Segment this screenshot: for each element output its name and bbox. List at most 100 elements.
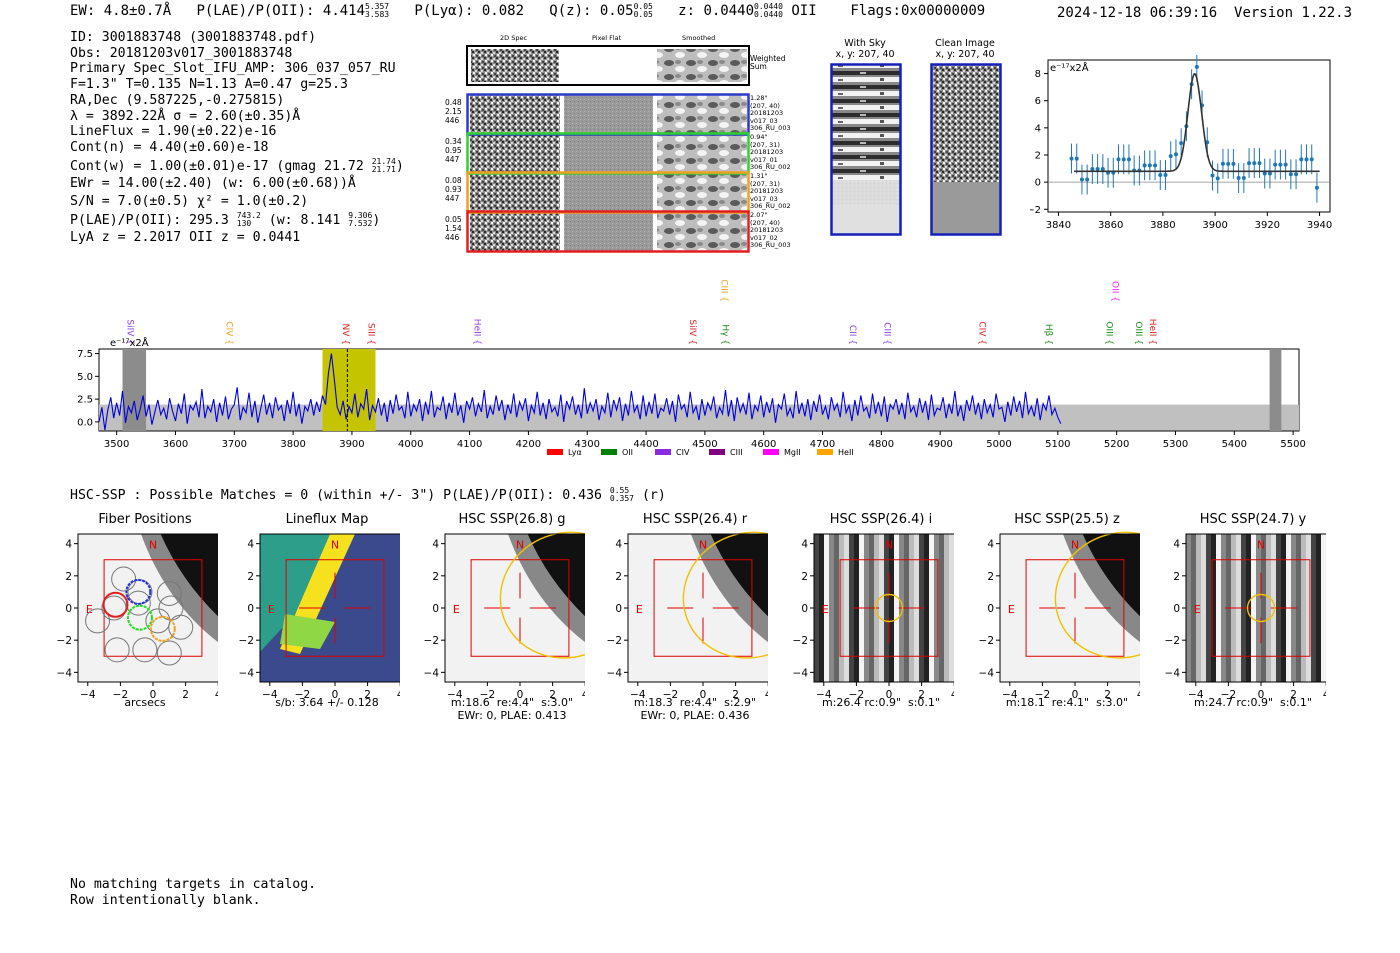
zoom-data-point <box>1163 173 1168 178</box>
wavelength-sigma: λ = 3892.22Å σ = 2.60(±0.35)Å <box>70 108 301 124</box>
cutout-xtick-label: −2 <box>1035 689 1050 701</box>
zoom-data-point <box>1262 171 1267 176</box>
catalog-note-line1: No matching targets in catalog. <box>70 877 317 892</box>
cutout-6: N E −4 −4 −2 −2 0 0 2 2 4 4 <box>1165 533 1326 701</box>
source-circle <box>1246 593 1276 623</box>
cutout-ytick-label: −2 <box>1165 635 1180 647</box>
emission-line-label: CIV { <box>224 321 234 345</box>
col-label-pixelflat: Pixel Flat <box>592 34 622 42</box>
fiber-circle-green <box>126 604 153 631</box>
xtick-label: 3900 <box>339 439 364 450</box>
cutout-title-6: HSC SSP(24.7) y <box>1199 512 1307 527</box>
xtick-label: 4700 <box>810 439 835 450</box>
emission-line-label: OIII { <box>1133 321 1143 345</box>
zoom-data-point <box>1121 157 1126 162</box>
emission-line-label: HeII { <box>1147 319 1157 345</box>
legend-swatch <box>817 449 833 455</box>
plae-header: P(LAE)/P(OII): 4.414 <box>196 3 366 19</box>
cutout-ytick-label: −2 <box>239 635 254 647</box>
spec2d-row-left-0: 0.48 2.15 446 <box>445 98 462 125</box>
cutout-caption-4: m:26.4 rc:0.9" s:0.1" <box>822 696 940 709</box>
zoom-data-point <box>1074 156 1079 161</box>
legend-swatch <box>763 449 779 455</box>
cutout-caption-0: arcsecs <box>124 696 166 709</box>
cutout-title-4: HSC SSP(26.4) i <box>829 512 933 527</box>
spec2d-row-right-0: 1.28" (207, 40) 20181203 v017_03 306_RU_… <box>750 94 791 132</box>
source-ellipse <box>499 531 585 659</box>
legend-label: MgII <box>784 448 801 457</box>
cutout-ytick-label: −2 <box>424 635 439 647</box>
with-sky-title: With Sky x, y: 207, 40 <box>835 38 895 60</box>
zoom-data-point <box>1126 157 1131 162</box>
cutout-xtick-label: 2 <box>1104 689 1111 701</box>
fiber-circle <box>132 637 158 663</box>
xtick-label: 4400 <box>633 439 658 450</box>
emission-line-label: Hγ { <box>720 324 730 345</box>
fiber-circle <box>85 608 111 634</box>
cutout-xtick-label: −2 <box>849 689 864 701</box>
xtick-label: 4800 <box>869 439 894 450</box>
emission-line-label: CII { <box>847 325 857 345</box>
east-label: E <box>1008 603 1015 616</box>
cutout-ytick-label: 2 <box>1173 571 1180 583</box>
zoom-data-point <box>1215 176 1220 181</box>
cutout-xtick-label: 4 <box>951 689 954 701</box>
cutout-ytick-label: 4 <box>1173 539 1180 551</box>
zoom-data-point <box>1168 154 1173 159</box>
spec2d-row-left-1: 0.34 0.95 447 <box>445 137 462 164</box>
source-circle <box>874 593 904 623</box>
search-box <box>470 559 570 657</box>
east-label: E <box>636 603 643 616</box>
ew-rest: EWr = 14.00(±2.40) (w: 6.00(±0.68))Å <box>70 176 356 192</box>
fiber-circle <box>168 614 194 640</box>
xtick-label: 4500 <box>692 439 717 450</box>
col-label-smoothed: Smoothed <box>682 34 716 42</box>
north-label: N <box>885 538 893 551</box>
cutout-ytick-label: −4 <box>793 667 809 679</box>
cutout-caption-1: s/b: 3.64 +/- 0.128 <box>275 696 379 709</box>
legend-swatch <box>601 449 617 455</box>
legend-label: OII <box>622 448 633 457</box>
with-sky-image <box>830 63 902 236</box>
cutout-xtick-label: 4 <box>765 689 768 701</box>
zoom-xtick-label: 3860 <box>1098 220 1123 231</box>
zoom-ytick-label: 6 <box>1035 96 1041 107</box>
cutout-xtick-label: 2 <box>364 689 371 701</box>
version: Version 1.22.3 <box>1234 5 1353 21</box>
cutout-ytick-label: −2 <box>607 635 622 647</box>
north-label: N <box>516 538 524 551</box>
xtick-label: 3800 <box>280 439 305 450</box>
cutout-0: N E −4 −4 −2 −2 0 0 2 2 4 4 <box>57 533 218 701</box>
zoom-xtick-label: 3940 <box>1307 220 1332 231</box>
cutout-xtick-label: −2 <box>1221 689 1236 701</box>
catalog-note-line2: Row intentionally blank. <box>70 892 261 908</box>
clean-image-title: Clean Image x, y: 207, 40 <box>935 38 995 60</box>
xtick-label: 4100 <box>457 439 482 450</box>
emission-line-label: CIV { <box>977 321 987 345</box>
cutout-ytick-label: −4 <box>1165 667 1181 679</box>
zoom-data-point <box>1288 172 1293 177</box>
zoom-ytick-label: 2 <box>1035 151 1041 162</box>
obs-id: Obs: 20181203v017_3001883748 <box>70 45 293 61</box>
xtick-label: 5000 <box>986 439 1011 450</box>
fiber-circle <box>104 637 130 663</box>
cutout-ytick-label: −2 <box>793 635 808 647</box>
east-label: E <box>1194 603 1201 616</box>
cutout-ytick-label: −2 <box>57 635 72 647</box>
catalog-note: No matching targets in catalog. Row inte… <box>70 877 316 908</box>
zoom-ylabel: e⁻¹⁷x2Å <box>1050 61 1089 74</box>
spec2d-row-right-3: 2.07" (207, 40) 20181203 v017_02 306_RU_… <box>750 211 791 249</box>
cutout-xtick-label: 0 <box>332 689 339 701</box>
zoom-data-point <box>1304 157 1309 162</box>
emission-line-label: NV { <box>340 324 350 345</box>
fiber-circle <box>125 590 151 616</box>
cont-narrow: Cont(n) = 4.40(±0.60)e-18 <box>70 139 269 155</box>
legend-label: CIV <box>676 448 690 457</box>
cutout-caption-6: m:24.7 rc:0.9" s:0.1" <box>1194 696 1312 709</box>
cutout-ytick-label: 2 <box>432 571 439 583</box>
emission-line-markers: SiIV {CIV {NV {SiII {HeII {SiIV {CIII {H… <box>124 280 1157 345</box>
emission-line-label: HeII { <box>471 319 481 345</box>
east-label: E <box>268 603 275 616</box>
xtick-label: 4300 <box>575 439 600 450</box>
cutout-xtick-label: 2 <box>549 689 556 701</box>
